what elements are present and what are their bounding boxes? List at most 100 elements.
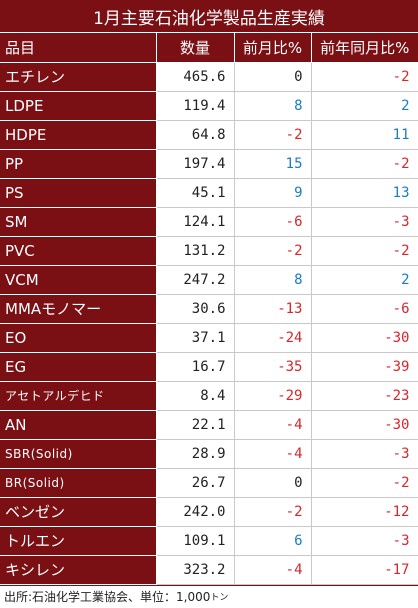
- item-name: AN: [0, 410, 157, 440]
- yoy-change: -2: [311, 236, 418, 266]
- yoy-change: -3: [311, 439, 418, 469]
- quantity-value: 8.4: [156, 381, 235, 411]
- mom-change: -2: [234, 236, 312, 266]
- quantity-value: 465.6: [156, 62, 235, 92]
- item-name: SM: [0, 207, 157, 237]
- table-row: VCM 247.2 8 2: [0, 265, 418, 295]
- source-note: 出所:石油化学工業協会、単位：1,000 トン: [0, 584, 418, 608]
- table-row: SBR(Solid) 28.9 -4 -3: [0, 439, 418, 469]
- mom-change: -4: [234, 439, 312, 469]
- item-name: PP: [0, 149, 157, 179]
- yoy-change: -17: [311, 555, 418, 585]
- yoy-change: -6: [311, 294, 418, 324]
- unit-ton: トン: [210, 593, 229, 603]
- table-row: PS 45.1 9 13: [0, 178, 418, 208]
- table-row: PP 197.4 15 -2: [0, 149, 418, 179]
- table-body: エチレン 465.6 0 -2 LDPE 119.4 8 2 HDPE 64.8 -2 11 PP 197…: [0, 62, 418, 585]
- quantity-value: 247.2: [156, 265, 235, 295]
- mom-change: -24: [234, 323, 312, 353]
- yoy-change: 2: [311, 265, 418, 295]
- table-row: EG 16.7 -35 -39: [0, 352, 418, 382]
- yoy-change: 2: [311, 91, 418, 121]
- quantity-value: 197.4: [156, 149, 235, 179]
- item-name: EO: [0, 323, 157, 353]
- yoy-change: -12: [311, 497, 418, 527]
- quantity-value: 16.7: [156, 352, 235, 382]
- mom-change: 0: [234, 468, 312, 498]
- yoy-change: -2: [311, 62, 418, 92]
- table-row: AN 22.1 -4 -30: [0, 410, 418, 440]
- yoy-change: -39: [311, 352, 418, 382]
- yoy-change: -30: [311, 410, 418, 440]
- mom-change: -29: [234, 381, 312, 411]
- quantity-value: 131.2: [156, 236, 235, 266]
- mom-change: 8: [234, 265, 312, 295]
- yoy-change: -3: [311, 207, 418, 237]
- mom-change: 8: [234, 91, 312, 121]
- item-name: EG: [0, 352, 157, 382]
- item-name: VCM: [0, 265, 157, 295]
- mom-change: 6: [234, 526, 312, 556]
- quantity-value: 28.9: [156, 439, 235, 469]
- yoy-change: -2: [311, 468, 418, 498]
- table-row: MMAモノマー 30.6 -13 -6: [0, 294, 418, 324]
- quantity-value: 45.1: [156, 178, 235, 208]
- quantity-value: 22.1: [156, 410, 235, 440]
- table-row: ベンゼン 242.0 -2 -12: [0, 497, 418, 527]
- table-row: BR(Solid) 26.7 0 -2: [0, 468, 418, 498]
- quantity-value: 323.2: [156, 555, 235, 585]
- mom-change: -4: [234, 555, 312, 585]
- mom-change: -6: [234, 207, 312, 237]
- header-year-over-year: 前年同月比%: [311, 33, 418, 63]
- mom-change: -4: [234, 410, 312, 440]
- yoy-change: -23: [311, 381, 418, 411]
- item-name: アセトアルデヒド: [0, 381, 157, 411]
- item-name: MMAモノマー: [0, 294, 157, 324]
- table-row: トルエン 109.1 6 -3: [0, 526, 418, 556]
- quantity-value: 242.0: [156, 497, 235, 527]
- mom-change: -35: [234, 352, 312, 382]
- quantity-value: 37.1: [156, 323, 235, 353]
- header-row: 品目 数量 前月比% 前年同月比%: [0, 33, 418, 63]
- header-item: 品目: [0, 33, 157, 63]
- quantity-value: 109.1: [156, 526, 235, 556]
- table-row: アセトアルデヒド 8.4 -29 -23: [0, 381, 418, 411]
- table-row: EO 37.1 -24 -30: [0, 323, 418, 353]
- yoy-change: -2: [311, 149, 418, 179]
- mom-change: 15: [234, 149, 312, 179]
- header-quantity: 数量: [156, 33, 235, 63]
- yoy-change: -3: [311, 526, 418, 556]
- item-name: SBR(Solid): [0, 439, 157, 469]
- table-row: LDPE 119.4 8 2: [0, 91, 418, 121]
- item-name: エチレン: [0, 62, 157, 92]
- quantity-value: 124.1: [156, 207, 235, 237]
- quantity-value: 30.6: [156, 294, 235, 324]
- table-row: エチレン 465.6 0 -2: [0, 62, 418, 92]
- source-text: 出所:石油化学工業協会、単位：1,000: [4, 590, 211, 604]
- table-row: HDPE 64.8 -2 11: [0, 120, 418, 150]
- production-table: 品目 数量 前月比% 前年同月比% エチレン 465.6 0 -2 LDPE 119.4 8…: [0, 33, 418, 585]
- mom-change: 9: [234, 178, 312, 208]
- item-name: ベンゼン: [0, 497, 157, 527]
- item-name: トルエン: [0, 526, 157, 556]
- item-name: キシレン: [0, 555, 157, 585]
- quantity-value: 26.7: [156, 468, 235, 498]
- table-row: PVC 131.2 -2 -2: [0, 236, 418, 266]
- yoy-change: 11: [311, 120, 418, 150]
- quantity-value: 119.4: [156, 91, 235, 121]
- item-name: HDPE: [0, 120, 157, 150]
- table-row: SM 124.1 -6 -3: [0, 207, 418, 237]
- item-name: LDPE: [0, 91, 157, 121]
- header-month-over-month: 前月比%: [234, 33, 312, 63]
- mom-change: 0: [234, 62, 312, 92]
- quantity-value: 64.8: [156, 120, 235, 150]
- yoy-change: -30: [311, 323, 418, 353]
- item-name: PS: [0, 178, 157, 208]
- yoy-change: 13: [311, 178, 418, 208]
- mom-change: -13: [234, 294, 312, 324]
- item-name: BR(Solid): [0, 468, 157, 498]
- table-title: 1月主要石油化学製品生産実績: [0, 0, 418, 33]
- table-row: キシレン 323.2 -4 -17: [0, 555, 418, 585]
- mom-change: -2: [234, 497, 312, 527]
